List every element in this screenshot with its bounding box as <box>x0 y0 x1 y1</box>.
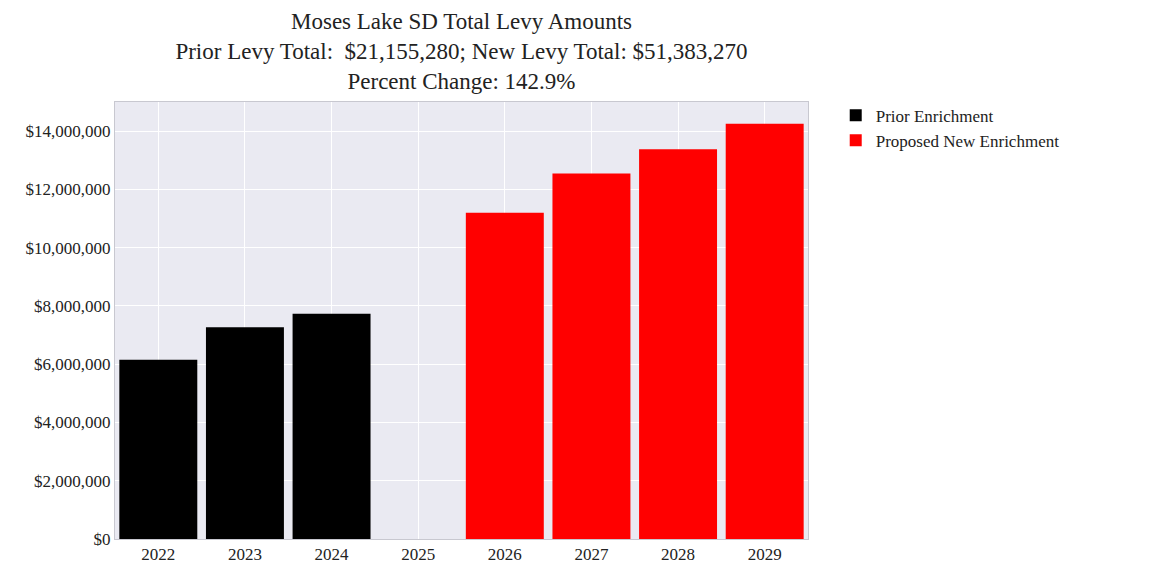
svg-text:2026: 2026 <box>488 545 522 564</box>
svg-text:$4,000,000: $4,000,000 <box>34 413 111 432</box>
svg-text:$6,000,000: $6,000,000 <box>34 355 111 374</box>
svg-text:Proposed New Enrichment: Proposed New Enrichment <box>876 132 1059 151</box>
svg-text:2025: 2025 <box>401 545 435 564</box>
svg-text:2027: 2027 <box>574 545 609 564</box>
svg-text:$2,000,000: $2,000,000 <box>34 472 111 491</box>
svg-text:2029: 2029 <box>748 545 782 564</box>
svg-text:2028: 2028 <box>661 545 695 564</box>
svg-text:$0: $0 <box>94 530 111 549</box>
svg-text:$12,000,000: $12,000,000 <box>26 180 111 199</box>
svg-text:2023: 2023 <box>228 545 262 564</box>
svg-text:Prior Enrichment: Prior Enrichment <box>876 107 994 126</box>
svg-text:$10,000,000: $10,000,000 <box>26 239 111 258</box>
svg-text:2024: 2024 <box>315 545 350 564</box>
svg-text:2022: 2022 <box>141 545 175 564</box>
svg-text:$14,000,000: $14,000,000 <box>26 122 111 141</box>
svg-text:Moses Lake SD Total Levy Amoun: Moses Lake SD Total Levy AmountsPrior Le… <box>175 9 747 94</box>
svg-text:$8,000,000: $8,000,000 <box>34 297 111 316</box>
